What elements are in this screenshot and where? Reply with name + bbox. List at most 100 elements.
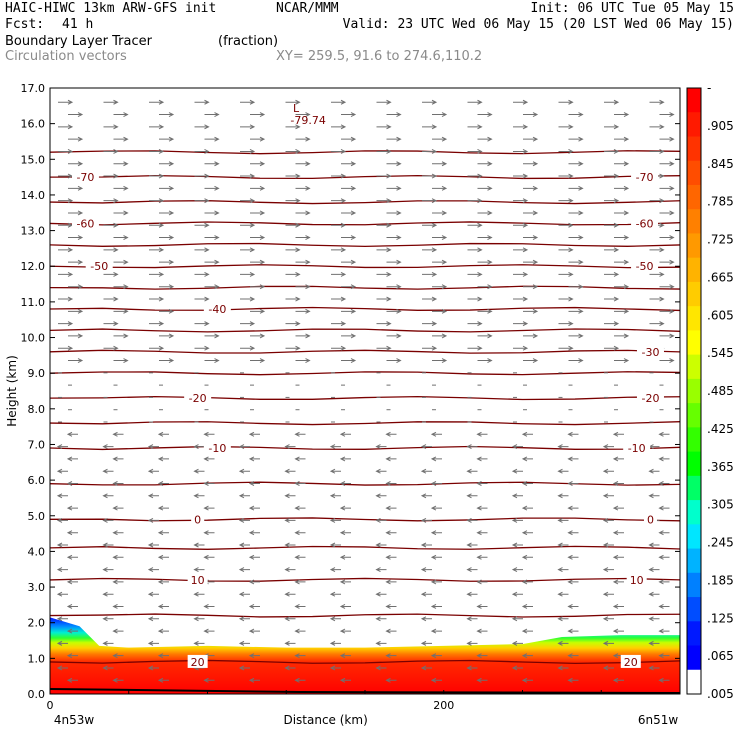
wind-vector	[66, 505, 78, 511]
wind-vector	[56, 616, 68, 622]
wind-vector	[513, 173, 529, 179]
wind-vector	[614, 161, 630, 167]
wind-vector	[159, 185, 175, 191]
wind-vector	[385, 604, 397, 609]
colorbar-label: .185	[707, 573, 734, 587]
wind-vector	[341, 284, 357, 290]
wind-vector	[157, 628, 169, 634]
wind-vector	[658, 604, 670, 609]
wind-vector	[68, 136, 84, 142]
contour-label: 0	[194, 513, 201, 526]
contour-label: -30	[641, 346, 659, 359]
wind-vector	[58, 124, 74, 130]
wind-vector	[476, 653, 488, 659]
fcst-value: 41 h	[62, 17, 94, 32]
wind-vector	[66, 677, 78, 683]
wind-vector	[430, 628, 442, 634]
colorbar-label: .785	[707, 195, 734, 209]
wind-vector	[658, 677, 670, 683]
y-tick-label: 11.0	[21, 296, 46, 309]
wind-vector	[386, 210, 402, 216]
wind-vector	[466, 542, 478, 548]
wind-vector	[466, 567, 478, 573]
colorbar-swatch	[687, 233, 701, 259]
wind-vector	[112, 431, 124, 437]
wind-vector	[159, 284, 175, 290]
wind-vector	[511, 542, 523, 548]
wind-vector	[66, 456, 78, 462]
wind-vector	[250, 210, 266, 216]
wind-vector	[285, 99, 301, 105]
wind-vector	[557, 493, 569, 499]
wind-vector	[557, 640, 569, 646]
contour-line	[50, 174, 680, 180]
wind-vector	[567, 653, 579, 659]
wind-vector	[614, 358, 630, 363]
wind-vector	[295, 308, 311, 314]
wind-vector	[659, 308, 675, 314]
wind-vector	[386, 308, 402, 314]
wind-vector	[341, 235, 357, 240]
wind-vector	[331, 271, 347, 277]
wind-vector	[56, 468, 68, 474]
wind-vector	[386, 333, 402, 339]
wind-vector	[659, 210, 675, 216]
contour-line	[50, 200, 680, 205]
wind-vector	[58, 198, 74, 204]
wind-vector	[339, 456, 351, 462]
wind-vector	[513, 149, 529, 154]
wind-vector	[385, 431, 397, 437]
wind-vector	[58, 271, 74, 277]
wind-vector	[331, 124, 347, 130]
field-name: Boundary Layer Tracer	[5, 34, 152, 49]
wind-vector	[113, 308, 129, 314]
wind-vector	[511, 591, 523, 597]
wind-vector	[467, 321, 483, 327]
wind-vector	[432, 235, 448, 240]
wind-vector	[331, 173, 347, 179]
wind-vector	[658, 505, 670, 511]
wind-vector	[476, 505, 488, 511]
wind-vector	[567, 677, 579, 683]
wind-vector	[567, 505, 579, 511]
wind-vector	[68, 333, 84, 339]
wind-vector	[103, 345, 119, 351]
wind-vector	[477, 358, 493, 363]
wind-vector	[604, 173, 620, 179]
wind-vector	[567, 579, 579, 585]
contour-label-bg	[187, 572, 208, 586]
wind-vector	[295, 284, 311, 290]
left-endpoint-label: 4n53w	[54, 713, 95, 727]
contour-label: -50	[90, 260, 108, 273]
wind-vector	[294, 530, 306, 536]
wind-vector	[658, 481, 670, 486]
wind-vector	[250, 235, 266, 240]
wind-vector	[157, 481, 169, 486]
wind-vector	[295, 235, 311, 240]
wind-vector	[604, 198, 620, 204]
contour-label-bg	[631, 216, 659, 230]
wind-vector	[420, 665, 432, 671]
wind-vector	[157, 530, 169, 536]
colorbar-swatch	[687, 88, 701, 113]
wind-vector	[102, 468, 114, 474]
wind-vector	[238, 444, 250, 450]
wind-vector	[159, 308, 175, 314]
wind-vector	[614, 259, 630, 265]
wind-vector	[56, 640, 68, 646]
colorbar-swatch	[687, 112, 701, 137]
wind-vector	[648, 591, 660, 597]
wind-vector	[295, 259, 311, 265]
wind-vector	[376, 247, 392, 253]
wind-vector	[513, 222, 529, 228]
wind-vector	[386, 112, 402, 118]
wind-vector	[466, 591, 478, 597]
wind-vector	[558, 345, 574, 351]
wind-vector	[385, 677, 397, 683]
wind-vector	[386, 235, 402, 240]
wind-vector	[159, 112, 175, 118]
contour-label-bg	[631, 170, 659, 184]
wind-vector	[103, 296, 119, 302]
contour-line	[50, 445, 680, 451]
wind-vector	[339, 481, 351, 486]
